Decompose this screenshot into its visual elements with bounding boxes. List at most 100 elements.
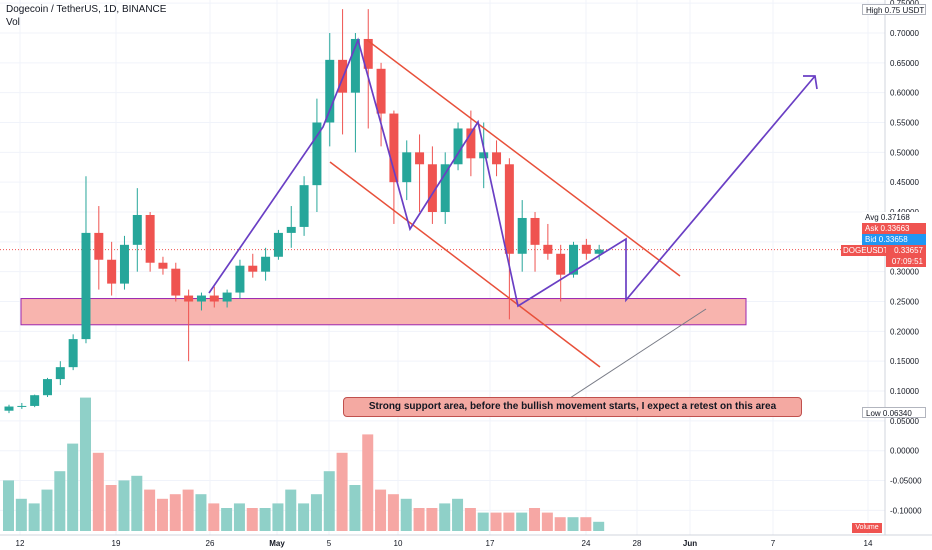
volume-axis-tag: Volume xyxy=(852,523,882,533)
volume-bar xyxy=(118,480,130,531)
candle-body xyxy=(81,232,91,340)
candle-body xyxy=(376,68,386,114)
candle-body xyxy=(363,38,373,69)
candle-body xyxy=(171,268,181,296)
volume-bar xyxy=(272,503,284,531)
x-tick-label: 28 xyxy=(633,539,642,548)
x-tick-label: 10 xyxy=(394,539,403,548)
volume-bar xyxy=(336,452,348,531)
y-tick-label: 0.45000 xyxy=(890,178,919,187)
bid-price-tag: Bid 0.33658 xyxy=(862,234,926,245)
candle-body xyxy=(389,113,399,183)
volume-bar xyxy=(156,498,168,531)
candle-body xyxy=(556,253,566,275)
pattern-zigzag-line xyxy=(208,37,816,308)
candle-body xyxy=(492,152,502,165)
candle-body xyxy=(42,379,52,396)
y-tick-label: 0.60000 xyxy=(890,89,919,98)
y-tick-label: 0.20000 xyxy=(890,327,919,336)
y-tick-label: 0.10000 xyxy=(890,387,919,396)
volume-bar xyxy=(413,508,425,531)
candle-body xyxy=(235,265,245,293)
x-tick-label: 12 xyxy=(16,539,25,548)
volume-bars xyxy=(3,397,605,531)
y-tick-label: 0.30000 xyxy=(890,268,919,277)
volume-bar xyxy=(79,397,91,531)
candle-body xyxy=(55,367,65,380)
candle-body xyxy=(427,164,437,213)
candle-body xyxy=(325,59,335,123)
y-tick-label: 0.50000 xyxy=(890,148,919,157)
volume-bar xyxy=(67,443,79,531)
volume-bar xyxy=(246,508,258,531)
y-tick-label: 0.70000 xyxy=(890,29,919,38)
candle-body xyxy=(132,214,142,245)
candle-body xyxy=(504,164,514,254)
candle-body xyxy=(17,405,27,407)
candle-body xyxy=(312,122,322,186)
volume-bar xyxy=(195,494,207,531)
annotation-callout[interactable]: Strong support area, before the bullish … xyxy=(343,397,802,417)
candle-body xyxy=(594,249,604,254)
volume-bar xyxy=(233,503,245,531)
volume-bar xyxy=(490,512,502,531)
volume-bar xyxy=(15,498,27,531)
x-tick-label: Jun xyxy=(683,539,697,548)
volume-bar xyxy=(349,485,361,531)
volume-bar xyxy=(580,517,592,531)
candle-timer: 07:09:51 xyxy=(886,256,926,267)
channel-lower-line xyxy=(329,161,601,368)
grid-lines xyxy=(0,0,885,535)
candle-body xyxy=(196,295,206,302)
volume-bar xyxy=(285,489,297,531)
candle-body xyxy=(94,232,104,260)
chart-title: Dogecoin / TetherUS, 1D, BINANCE xyxy=(6,4,167,15)
y-tick-label: 0.15000 xyxy=(890,357,919,366)
y-tick-label: -0.05000 xyxy=(890,477,922,486)
x-tick-label: 26 xyxy=(206,539,215,548)
y-tick-label: 0.05000 xyxy=(890,417,919,426)
x-tick-label: 7 xyxy=(771,539,776,548)
volume-bar xyxy=(169,494,181,531)
support-zone xyxy=(20,298,747,326)
candle-body xyxy=(453,128,463,165)
candle-body xyxy=(261,256,271,272)
volume-bar xyxy=(259,508,271,531)
last-price-tag: 0.33657 xyxy=(886,245,926,256)
volume-bar xyxy=(298,503,310,531)
candle-body xyxy=(517,217,527,254)
volume-bar xyxy=(516,512,528,531)
symbol-tag: DOGEUSDT xyxy=(841,245,889,256)
candle-body xyxy=(107,259,117,284)
x-tick-label: May xyxy=(269,539,285,548)
candle-body xyxy=(119,244,129,284)
volume-bar xyxy=(221,508,233,531)
candlestick-series xyxy=(4,9,604,414)
candle-body xyxy=(30,395,40,406)
candle-body xyxy=(68,339,78,368)
ask-price-tag: Ask 0.33663 xyxy=(862,223,926,234)
candle-body xyxy=(222,292,232,302)
price-axis[interactable]: 0.750000.700000.650000.600000.550000.500… xyxy=(884,0,922,535)
candle-body xyxy=(286,226,296,233)
volume-bar xyxy=(439,503,451,531)
avg-price-tag: Avg 0.37168 xyxy=(862,212,926,223)
candle-body xyxy=(440,164,450,213)
volume-bar xyxy=(92,452,104,531)
volume-bar xyxy=(593,521,605,531)
drawings xyxy=(208,37,818,399)
channel-upper-line xyxy=(366,39,681,277)
volume-bar xyxy=(105,485,117,531)
callout-pointer-line xyxy=(569,308,707,399)
volume-bar xyxy=(503,512,515,531)
volume-bar xyxy=(452,498,464,531)
volume-bar xyxy=(567,517,579,531)
candle-body xyxy=(4,406,14,411)
candle-body xyxy=(273,232,283,257)
x-tick-label: 24 xyxy=(582,539,591,548)
y-tick-label: 0.65000 xyxy=(890,59,919,68)
x-tick-label: 5 xyxy=(327,539,332,548)
volume-bar xyxy=(400,498,412,531)
time-axis[interactable]: 12 19 26 May 5 10 17 24 28 Jun 7 14 xyxy=(0,534,932,548)
